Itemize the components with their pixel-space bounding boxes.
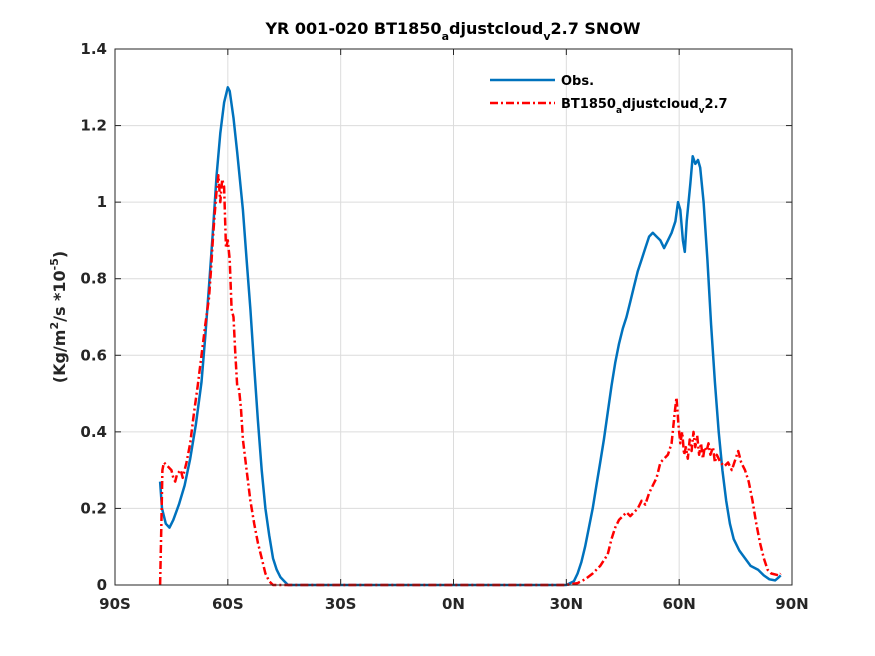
legend-model-suffix: 2.7 bbox=[705, 97, 728, 112]
chart-title-prefix: YR 001-020 BT1850 bbox=[264, 19, 441, 38]
y-tick-label: 1 bbox=[97, 193, 107, 211]
chart-title-sub1: a bbox=[442, 30, 449, 43]
legend-label-model: BT1850adjustcloudv2.7 bbox=[561, 97, 728, 116]
legend-model-sub2: v bbox=[699, 106, 705, 116]
chart-title-suffix: 2.7 SNOW bbox=[550, 19, 640, 38]
y-tick-label: 1.4 bbox=[80, 40, 107, 58]
y-axis-label-prefix: (Kg/m bbox=[50, 330, 69, 384]
y-tick-label: 1.2 bbox=[80, 117, 107, 135]
legend: Obs. BT1850adjustcloudv2.7 bbox=[490, 74, 728, 116]
y-tick-label: 0.8 bbox=[80, 270, 107, 288]
series-line-model bbox=[158, 174, 782, 587]
y-axis-label: (Kg/m2/s *10-5) bbox=[48, 251, 69, 383]
y-axis-label-mid: /s *10 bbox=[50, 270, 69, 322]
x-tick-label: 30N bbox=[550, 595, 583, 613]
series-lines bbox=[158, 86, 782, 587]
legend-model-sub1: a bbox=[616, 106, 622, 116]
x-tick-label: 90S bbox=[99, 595, 131, 613]
legend-model-mid: djustcloud bbox=[622, 97, 699, 112]
legend-model-prefix: BT1850 bbox=[561, 97, 616, 112]
x-tick-label: 60S bbox=[212, 595, 244, 613]
y-tick-label: 0 bbox=[97, 576, 107, 594]
y-axis-ticks: 0 0.2 0.4 0.6 0.8 1 1.2 1.4 bbox=[80, 40, 792, 594]
y-tick-label: 0.2 bbox=[80, 499, 107, 517]
x-tick-label: 30S bbox=[325, 595, 357, 613]
y-axis-label-suffix: ) bbox=[50, 251, 69, 258]
x-tick-label: 0N bbox=[442, 595, 465, 613]
legend-label-obs: Obs. bbox=[561, 74, 594, 89]
x-tick-label: 90N bbox=[775, 595, 808, 613]
series-line-obs bbox=[158, 86, 782, 587]
y-axis-label-sup2: -5 bbox=[48, 258, 61, 270]
x-axis-ticks: 90S 60S 30S 0N 30N 60N 90N bbox=[99, 49, 809, 613]
y-tick-label: 0.4 bbox=[80, 423, 107, 441]
chart-title-mid: djustcloud bbox=[449, 19, 543, 38]
y-axis-label-sup1: 2 bbox=[48, 322, 61, 330]
y-tick-label: 0.6 bbox=[80, 346, 107, 364]
x-tick-label: 60N bbox=[662, 595, 695, 613]
chart-title-sub2: v bbox=[543, 30, 551, 43]
chart-title: YR 001-020 BT1850adjustcloudv2.7 SNOW bbox=[264, 19, 640, 43]
